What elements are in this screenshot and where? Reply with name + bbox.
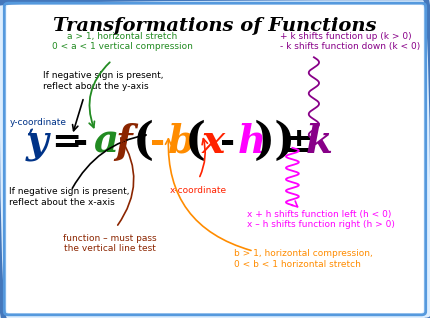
Text: x: x	[201, 122, 224, 161]
Text: =: =	[51, 125, 81, 158]
Text: x + h shifts function left (h < 0)
x – h shifts function right (h > 0): x + h shifts function left (h < 0) x – h…	[247, 210, 395, 229]
Text: (: (	[185, 120, 206, 163]
Text: If negative sign is present,
reflect about the x-axis: If negative sign is present, reflect abo…	[9, 187, 130, 207]
Text: )): ))	[254, 120, 296, 163]
Text: -: -	[150, 125, 165, 158]
Text: f: f	[115, 122, 132, 161]
Text: a > 1, horizontal stretch
0 < a < 1 vertical compression: a > 1, horizontal stretch 0 < a < 1 vert…	[52, 31, 193, 51]
Text: ±: ±	[283, 125, 313, 158]
Text: + k shifts function up (k > 0)
- k shifts function down (k < 0): + k shifts function up (k > 0) - k shift…	[280, 31, 420, 51]
Text: -: -	[73, 125, 88, 158]
Text: b: b	[167, 122, 194, 161]
Text: a: a	[94, 122, 119, 161]
Text: h: h	[237, 122, 266, 161]
Text: Transformations of Functions: Transformations of Functions	[53, 17, 377, 36]
Text: -: -	[220, 125, 235, 158]
Text: (: (	[132, 120, 154, 163]
Text: x-coordinate: x-coordinate	[169, 186, 226, 195]
Text: b > 1, horizontal compression,
0 < b < 1 horizontal stretch: b > 1, horizontal compression, 0 < b < 1…	[234, 249, 373, 269]
Text: y: y	[26, 122, 49, 161]
Text: y-coordinate: y-coordinate	[9, 118, 67, 127]
Text: k: k	[305, 122, 332, 161]
Text: If negative sign is present,
reflect about the y-axis: If negative sign is present, reflect abo…	[43, 71, 163, 91]
Text: function – must pass
the vertical line test: function – must pass the vertical line t…	[63, 233, 157, 253]
FancyBboxPatch shape	[6, 5, 424, 313]
